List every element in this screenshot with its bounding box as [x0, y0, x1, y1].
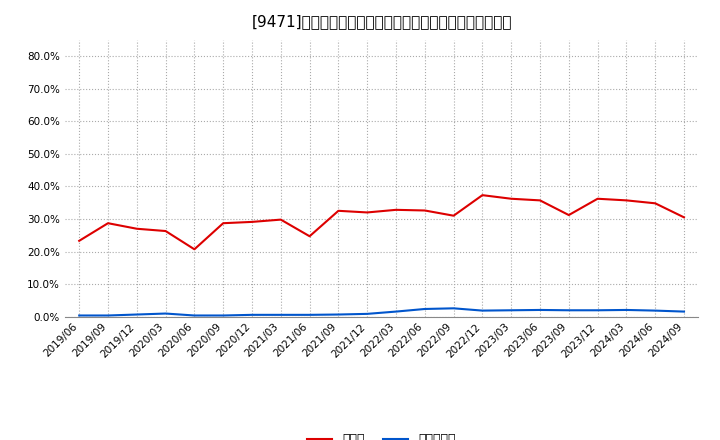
- 現頲金: [132, 226, 141, 231]
- 有利子負債: [478, 308, 487, 313]
- 現頲金: [536, 198, 544, 203]
- 現頲金: [593, 196, 602, 202]
- 現頲金: [420, 208, 429, 213]
- 有利子負債: [248, 312, 256, 318]
- 有利子負債: [420, 306, 429, 312]
- 有利子負債: [334, 312, 343, 317]
- 有利子負債: [219, 313, 228, 318]
- 現頲金: [305, 234, 314, 239]
- 有利子負債: [622, 307, 631, 312]
- 現頲金: [363, 210, 372, 215]
- 有利子負債: [161, 311, 170, 316]
- 有利子負債: [593, 308, 602, 313]
- 現頲金: [219, 220, 228, 226]
- 有利子負債: [190, 313, 199, 318]
- 現頲金: [104, 220, 112, 226]
- Line: 有利子負債: 有利子負債: [79, 308, 684, 315]
- 現頲金: [507, 196, 516, 202]
- 現頲金: [622, 198, 631, 203]
- 有利子負債: [392, 309, 400, 314]
- 現頲金: [449, 213, 458, 218]
- 現頲金: [680, 215, 688, 220]
- 現頲金: [161, 228, 170, 234]
- 有利子負債: [507, 308, 516, 313]
- 有利子負債: [104, 313, 112, 318]
- 現頲金: [248, 219, 256, 224]
- 有利子負債: [564, 308, 573, 313]
- 現頲金: [276, 217, 285, 222]
- 現頲金: [75, 238, 84, 243]
- 有利子負債: [363, 311, 372, 316]
- 有利子負債: [680, 309, 688, 314]
- 有利子負債: [449, 306, 458, 311]
- 現頲金: [564, 213, 573, 218]
- Legend: 現頲金, 有利子負債: 現頲金, 有利子負債: [302, 429, 461, 440]
- Title: [9471]　現頲金、有利子負債の総資産に対する比率の推移: [9471] 現頲金、有利子負債の総資産に対する比率の推移: [251, 14, 512, 29]
- Line: 現頲金: 現頲金: [79, 195, 684, 249]
- 現頲金: [334, 208, 343, 213]
- 有利子負債: [75, 313, 84, 318]
- 有利子負債: [305, 312, 314, 318]
- 有利子負債: [651, 308, 660, 313]
- 有利子負債: [536, 307, 544, 312]
- 現頲金: [190, 247, 199, 252]
- 現頲金: [478, 193, 487, 198]
- 有利子負債: [132, 312, 141, 317]
- 現頲金: [651, 201, 660, 206]
- 有利子負債: [276, 312, 285, 318]
- 現頲金: [392, 207, 400, 213]
